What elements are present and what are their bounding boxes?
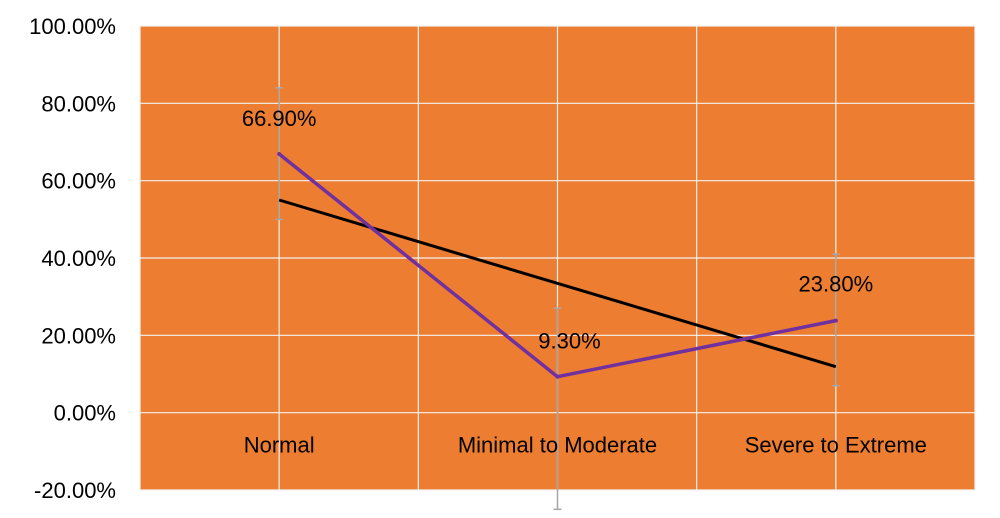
- y-tick-label: 20.00%: [41, 323, 116, 348]
- data-label: 23.80%: [799, 272, 874, 297]
- y-tick-label: -20.00%: [34, 478, 116, 503]
- data-point: [833, 318, 838, 323]
- series-group: [277, 151, 838, 379]
- y-axis: -20.00% 0.00% 20.00% 40.00% 60.00% 80.00% 100.…: [29, 14, 116, 503]
- y-tick-label: 80.00%: [41, 91, 116, 116]
- y-tick-label: 0.00%: [54, 401, 116, 426]
- x-tick-label: Normal: [244, 433, 315, 458]
- data-label: 66.90%: [242, 106, 317, 131]
- data-point: [277, 151, 282, 156]
- y-tick-label: 60.00%: [41, 169, 116, 194]
- error-bar: [553, 307, 562, 511]
- y-tick-label: 40.00%: [41, 246, 116, 271]
- data-labels: 66.90% 9.30% 23.80%: [242, 106, 873, 354]
- x-tick-label: Severe to Extreme: [745, 433, 927, 458]
- x-axis: Normal Minimal to Moderate Severe to Extre…: [244, 433, 927, 458]
- data-point: [555, 374, 560, 379]
- y-tick-label: 100.00%: [29, 14, 116, 39]
- x-tick-label: Minimal to Moderate: [458, 433, 657, 458]
- data-label: 9.30%: [538, 329, 600, 354]
